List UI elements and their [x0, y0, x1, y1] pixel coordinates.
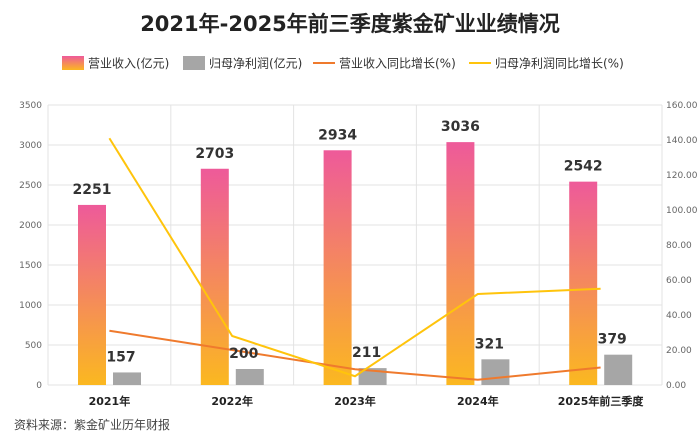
data-label-revenue: 2934 — [318, 127, 357, 143]
axis-ticks: 0 500 1000 1500 2000 2500 3000 3500 0.00 20.00 40.… — [19, 101, 698, 391]
left-tick-label: 3500 — [19, 101, 42, 111]
left-tick-label: 500 — [25, 341, 42, 351]
legend-label-profit: 归母净利润(亿元) — [209, 56, 302, 71]
x-tick-label: 2023年 — [334, 394, 376, 408]
left-tick-label: 2500 — [19, 181, 42, 191]
bar-profit — [481, 359, 510, 385]
right-tick-label: 160.00 — [666, 101, 698, 111]
right-tick-label: 100.00 — [666, 206, 698, 216]
bar-profit — [604, 354, 633, 385]
legend: 营业收入(亿元) 归母净利润(亿元) 营业收入同比增长(%) 归母净利润同比增长… — [62, 56, 624, 71]
data-label-profit: 211 — [352, 345, 381, 361]
bar-revenue — [323, 150, 352, 385]
right-tick-label: 0.00 — [666, 381, 686, 391]
left-tick-label: 1500 — [19, 261, 42, 271]
left-tick-label: 1000 — [19, 301, 42, 311]
right-tick-label: 40.00 — [666, 311, 692, 321]
x-tick-label: 2025年前三季度 — [558, 394, 645, 408]
chart-title: 2021年-2025年前三季度紫金矿业业绩情况 — [140, 12, 560, 36]
right-tick-label: 140.00 — [666, 136, 698, 146]
data-label-revenue: 3036 — [441, 119, 480, 135]
legend-swatch-profit — [183, 56, 205, 70]
data-labels: 2251 157 2703 200 2934 211 3036 321 2542 379 — [73, 119, 627, 365]
x-tick-label: 2022年 — [211, 394, 253, 408]
data-label-revenue: 2251 — [73, 182, 112, 198]
legend-label-revenue-growth: 营业收入同比增长(%) — [339, 57, 456, 71]
data-label-revenue: 2703 — [195, 146, 234, 162]
x-axis-labels: 2021年 2022年 2023年 2024年 2025年前三季度 — [89, 394, 645, 408]
data-label-profit: 379 — [598, 332, 627, 348]
bar-profit — [235, 369, 264, 385]
left-tick-label: 0 — [36, 381, 42, 391]
growth-lines — [108, 137, 601, 381]
data-label-profit: 200 — [229, 346, 258, 362]
source-note: 资料来源：紫金矿业历年财报 — [14, 418, 171, 432]
x-tick-label: 2024年 — [457, 394, 499, 408]
left-tick-label: 3000 — [19, 141, 42, 151]
legend-swatch-revenue — [62, 56, 84, 70]
bar-profit — [113, 372, 141, 385]
bar-revenue — [200, 168, 229, 385]
bar-revenue — [446, 142, 475, 385]
legend-label-revenue: 营业收入(亿元) — [88, 56, 169, 71]
bar-revenue — [569, 181, 598, 385]
gridlines — [47, 104, 663, 386]
line-profit-growth — [108, 137, 601, 378]
left-tick-label: 2000 — [19, 221, 42, 231]
right-tick-label: 20.00 — [666, 346, 692, 356]
right-tick-label: 120.00 — [666, 171, 698, 181]
line-revenue-growth — [109, 329, 601, 381]
data-label-profit: 157 — [106, 349, 135, 365]
data-label-profit: 321 — [475, 336, 504, 352]
legend-label-profit-growth: 归母净利润同比增长(%) — [495, 57, 624, 71]
bar-revenue — [78, 204, 106, 385]
right-tick-label: 80.00 — [666, 241, 692, 251]
x-tick-label: 2021年 — [89, 394, 131, 408]
right-tick-label: 60.00 — [666, 276, 692, 286]
data-label-revenue: 2542 — [564, 159, 603, 175]
